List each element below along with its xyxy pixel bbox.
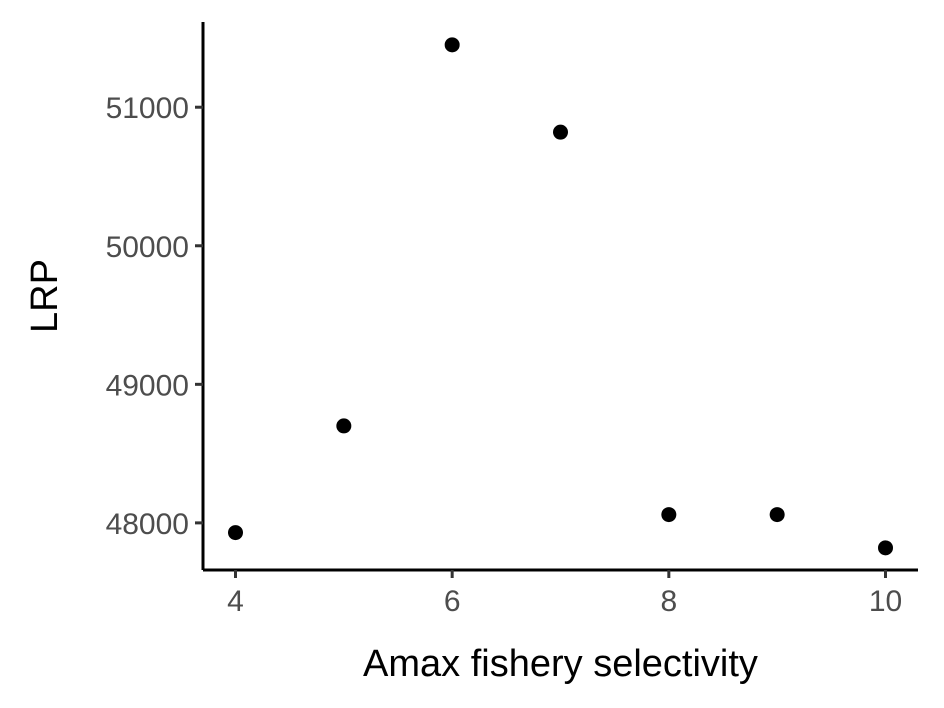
data-point <box>228 525 243 541</box>
data-point <box>878 540 893 556</box>
y-tick-label: 49000 <box>106 369 189 402</box>
y-axis-title: LRP <box>24 259 66 333</box>
y-tick-label: 48000 <box>106 508 189 541</box>
data-point <box>553 124 568 140</box>
x-axis-ticks: 4 6 8 10 <box>227 570 902 618</box>
data-point <box>661 507 677 523</box>
y-tick-label: 50000 <box>106 231 189 264</box>
x-tick-label: 6 <box>444 585 461 618</box>
x-tick-label: 10 <box>869 585 902 618</box>
data-point <box>769 507 785 523</box>
data-point <box>336 418 352 434</box>
x-tick-label: 8 <box>660 585 677 618</box>
data-points <box>228 37 893 556</box>
data-point <box>444 37 460 53</box>
x-axis-title: Amax fishery selectivity <box>363 643 758 685</box>
x-tick-label: 4 <box>227 585 244 618</box>
y-tick-label: 51000 <box>106 92 189 125</box>
y-axis-ticks: 48000 49000 50000 51000 <box>106 92 203 541</box>
